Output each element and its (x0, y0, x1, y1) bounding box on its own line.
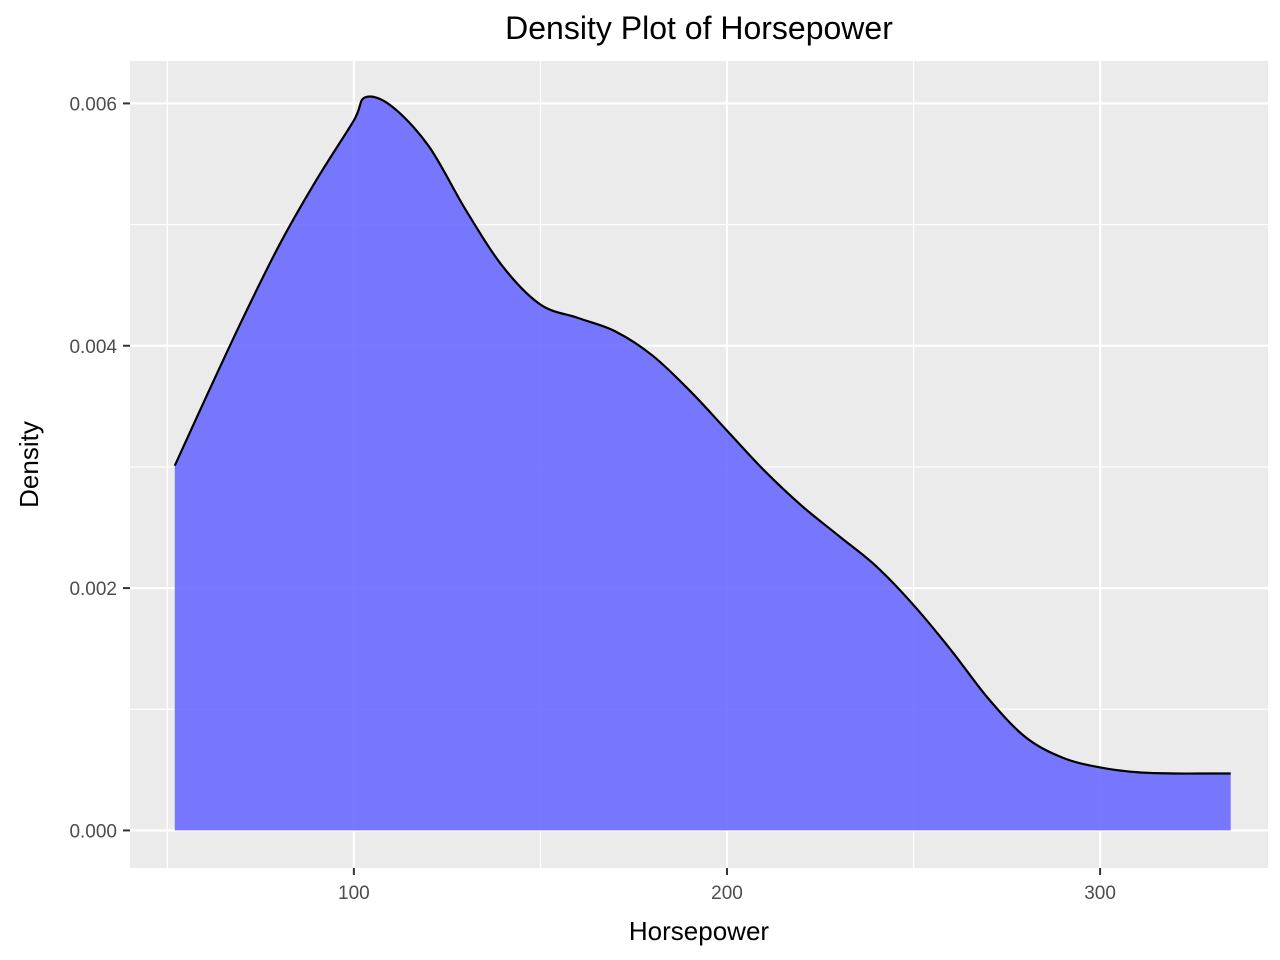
y-axis-ticks: 0.000 0.002 0.004 0.006 (69, 94, 130, 842)
y-tick-label: 0.000 (69, 821, 117, 842)
chart-title: Density Plot of Horsepower (505, 10, 893, 46)
y-tick-label: 0.006 (69, 94, 117, 115)
density-area (174, 96, 1231, 831)
x-axis-ticks: 100 200 300 (338, 868, 1116, 904)
y-tick-label: 0.004 (69, 337, 117, 358)
x-tick-label: 100 (338, 883, 370, 904)
y-tick-label: 0.002 (69, 579, 117, 600)
x-tick-label: 300 (1084, 883, 1116, 904)
x-axis-title: Horsepower (629, 916, 770, 946)
y-axis-title: Density (14, 421, 44, 508)
density-curve (173, 95, 1231, 775)
x-tick-label: 200 (711, 883, 743, 904)
